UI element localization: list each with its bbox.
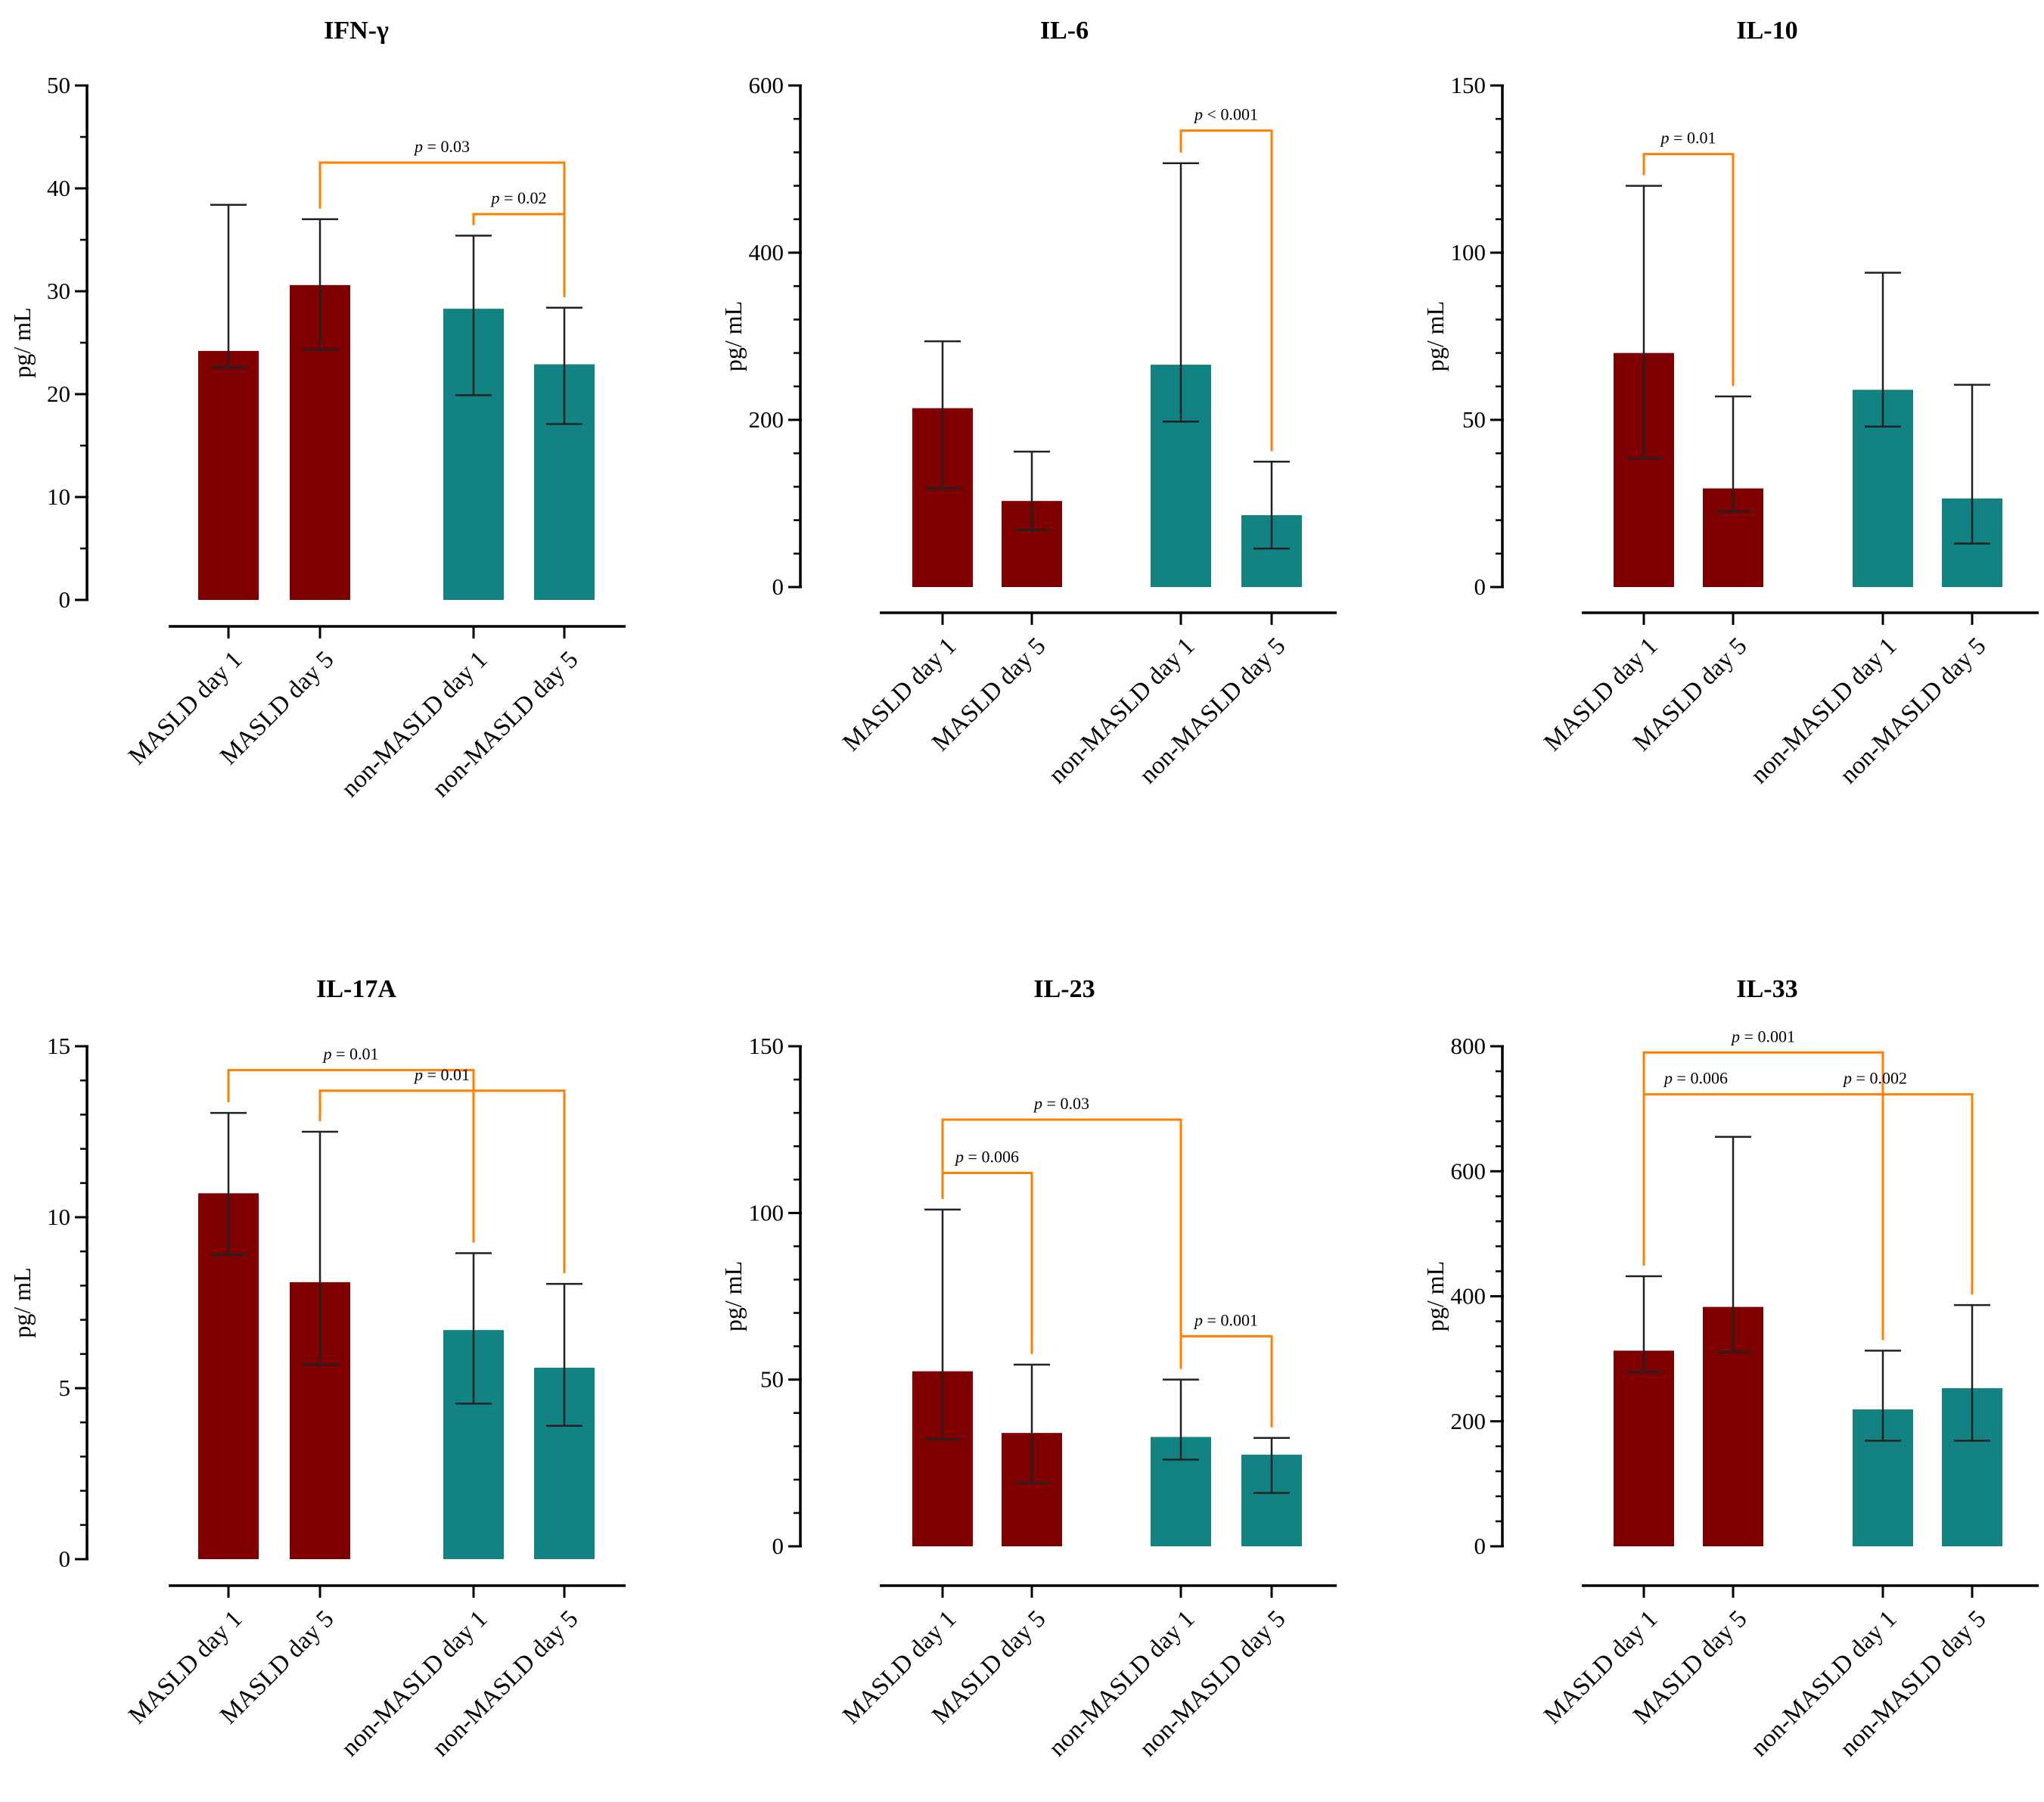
chart-title: IL-23 <box>1033 975 1095 1003</box>
chart-title: IFN-γ <box>324 17 389 45</box>
significance-bracket <box>1642 153 1735 387</box>
significance-bracket <box>318 161 566 297</box>
y-axis-label: pg/ mL <box>719 301 747 371</box>
x-category-label: non-MASLD day 5 <box>1835 1605 1992 1762</box>
x-category-label: non-MASLD day 1 <box>1746 632 1903 789</box>
significance-bracket <box>941 1171 1033 1354</box>
y-tick-label: 50 <box>760 1366 784 1393</box>
x-category-label: non-MASLD day 5 <box>1835 632 1992 789</box>
significance-bracket <box>318 1089 566 1274</box>
y-tick-label: 15 <box>47 1033 70 1059</box>
y-axis-label: pg/ mL <box>1421 1261 1449 1331</box>
significance-label: p = 0.006 <box>954 1147 1019 1166</box>
y-tick-label: 10 <box>47 483 70 510</box>
y-axis-label: pg/ mL <box>719 1261 747 1331</box>
significance-label: p = 0.03 <box>413 137 470 156</box>
significance-label: p < 0.001 <box>1193 105 1258 124</box>
significance-label: p = 0.03 <box>1033 1094 1089 1113</box>
y-tick-label: 150 <box>1451 72 1486 98</box>
significance-label: p = 0.001 <box>1730 1027 1795 1045</box>
significance-bracket <box>227 1069 475 1243</box>
y-axis-label: pg/ mL <box>8 1267 36 1338</box>
y-tick-label: 100 <box>749 1199 784 1226</box>
significance-label: p = 0.01 <box>322 1045 379 1064</box>
y-tick-label: 10 <box>47 1204 70 1230</box>
y-tick-label: 400 <box>1451 1283 1486 1310</box>
chart-title: IL-33 <box>1736 975 1797 1003</box>
significance-label: p = 0.002 <box>1842 1069 1907 1088</box>
chart-title: IL-17A <box>316 975 396 1003</box>
y-tick-label: 100 <box>1451 239 1486 266</box>
y-tick-label: 0 <box>1474 1533 1486 1559</box>
bar-il-33-1 <box>1614 1350 1674 1546</box>
y-tick-label: 200 <box>749 406 784 433</box>
significance-label: p = 0.02 <box>490 188 547 207</box>
y-tick-label: 0 <box>772 573 784 600</box>
y-tick-label: 40 <box>47 175 70 201</box>
y-tick-label: 5 <box>59 1375 71 1401</box>
bar-ifn-gamma-1 <box>198 350 259 600</box>
y-tick-label: 200 <box>1451 1408 1486 1434</box>
significance-bracket <box>1179 129 1273 452</box>
y-tick-label: 600 <box>1451 1157 1486 1184</box>
significance-label: p = 0.001 <box>1193 1310 1258 1329</box>
significance-label: p = 0.006 <box>1663 1069 1728 1088</box>
y-tick-label: 800 <box>1451 1033 1486 1059</box>
chart-title: IL-6 <box>1040 17 1089 45</box>
y-tick-label: 600 <box>749 72 784 98</box>
y-tick-label: 400 <box>749 239 784 266</box>
y-tick-label: 50 <box>1462 406 1486 433</box>
y-tick-label: 0 <box>1474 573 1486 600</box>
significance-bracket <box>1642 1051 1884 1341</box>
significance-bracket <box>472 213 566 297</box>
y-tick-label: 0 <box>59 586 71 613</box>
significance-bracket <box>941 1118 1182 1369</box>
chart-title: IL-10 <box>1736 17 1797 45</box>
y-tick-label: 150 <box>749 1033 784 1059</box>
significance-bracket <box>1179 1334 1273 1428</box>
y-tick-label: 30 <box>47 278 70 304</box>
y-tick-label: 20 <box>47 381 70 407</box>
significance-label: p = 0.01 <box>1660 129 1716 148</box>
y-tick-label: 0 <box>59 1546 71 1572</box>
significance-bracket <box>1642 1093 1974 1295</box>
y-axis-label: pg/ mL <box>1421 301 1449 371</box>
y-tick-label: 50 <box>47 72 70 98</box>
y-tick-label: 0 <box>772 1533 784 1559</box>
x-category-label: non-MASLD day 1 <box>1746 1605 1903 1762</box>
significance-label: p = 0.01 <box>413 1065 470 1084</box>
y-axis-label: pg/ mL <box>8 307 36 377</box>
